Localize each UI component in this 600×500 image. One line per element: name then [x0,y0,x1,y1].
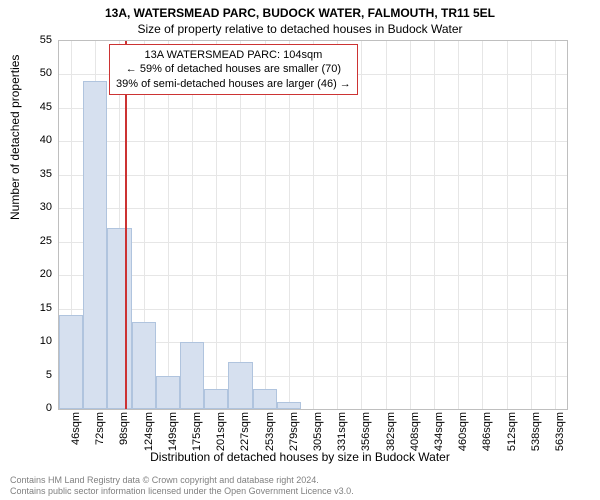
x-tick: 331sqm [336,412,348,472]
y-tick: 45 [22,101,52,113]
y-tick: 0 [22,402,52,414]
annotation-box: 13A WATERSMEAD PARC: 104sqm← 59% of deta… [109,44,358,95]
histogram-bar [204,389,228,409]
x-tick: 460sqm [457,412,469,472]
histogram-bar [156,376,180,409]
x-tick: 175sqm [191,412,203,472]
annotation-line: 13A WATERSMEAD PARC: 104sqm [116,48,351,62]
x-tick: 408sqm [409,412,421,472]
x-tick: 434sqm [433,412,445,472]
x-tick: 512sqm [506,412,518,472]
histogram-bar [83,81,107,409]
y-tick: 15 [22,302,52,314]
annotation-line: 39% of semi-detached houses are larger (… [116,77,351,91]
title-sub: Size of property relative to detached ho… [0,20,600,36]
y-tick: 30 [22,201,52,213]
footer-line-2: Contains public sector information licen… [10,486,354,497]
x-tick: 356sqm [360,412,372,472]
histogram-bar [180,342,204,409]
y-tick: 5 [22,369,52,381]
footer-text: Contains HM Land Registry data © Crown c… [10,475,354,497]
x-tick: 149sqm [167,412,179,472]
y-tick: 50 [22,67,52,79]
x-tick: 72sqm [94,412,106,472]
y-tick: 20 [22,268,52,280]
x-tick: 124sqm [143,412,155,472]
histogram-bar [228,362,252,409]
x-tick: 538sqm [530,412,542,472]
x-tick: 98sqm [118,412,130,472]
histogram-bar [277,402,301,409]
footer-line-1: Contains HM Land Registry data © Crown c… [10,475,354,486]
x-tick: 382sqm [385,412,397,472]
annotation-line: ← 59% of detached houses are smaller (70… [116,62,351,76]
y-tick: 10 [22,335,52,347]
x-tick: 305sqm [312,412,324,472]
y-tick: 40 [22,134,52,146]
histogram-chart: 13A WATERSMEAD PARC: 104sqm← 59% of deta… [58,40,568,410]
y-tick: 55 [22,34,52,46]
x-tick: 563sqm [554,412,566,472]
histogram-bar [253,389,277,409]
histogram-bar [132,322,156,409]
x-tick: 486sqm [481,412,493,472]
x-tick: 46sqm [70,412,82,472]
title-main: 13A, WATERSMEAD PARC, BUDOCK WATER, FALM… [0,0,600,20]
y-axis-label: Number of detached properties [8,55,22,220]
x-tick: 253sqm [264,412,276,472]
histogram-bar [107,228,131,409]
x-tick: 227sqm [239,412,251,472]
y-tick: 35 [22,168,52,180]
x-tick: 279sqm [288,412,300,472]
x-tick: 201sqm [215,412,227,472]
y-tick: 25 [22,235,52,247]
reference-line [125,41,127,409]
histogram-bar [59,315,83,409]
